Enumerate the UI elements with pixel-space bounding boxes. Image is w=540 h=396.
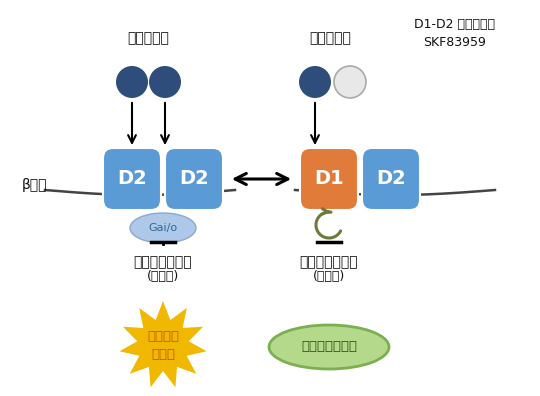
FancyBboxPatch shape — [362, 148, 420, 210]
Ellipse shape — [269, 325, 389, 369]
Polygon shape — [119, 301, 207, 387]
Text: 機能不全: 機能不全 — [147, 331, 179, 343]
Text: 細胞死: 細胞死 — [151, 348, 175, 360]
Text: SKF83959: SKF83959 — [423, 36, 487, 48]
FancyBboxPatch shape — [300, 148, 358, 210]
Text: D1-D2 アゴニスト: D1-D2 アゴニスト — [415, 19, 496, 32]
FancyBboxPatch shape — [165, 148, 223, 210]
Ellipse shape — [116, 66, 148, 98]
Text: ドーパミン: ドーパミン — [309, 31, 351, 45]
Ellipse shape — [299, 66, 331, 98]
FancyBboxPatch shape — [103, 148, 161, 210]
Text: インスリン分泌: インスリン分泌 — [134, 255, 192, 269]
Text: ドーパミン: ドーパミン — [127, 31, 169, 45]
Text: D2: D2 — [117, 169, 147, 188]
Text: (一時的): (一時的) — [313, 270, 345, 284]
Ellipse shape — [149, 66, 181, 98]
Text: D2: D2 — [376, 169, 406, 188]
Text: β細胞: β細胞 — [22, 178, 48, 192]
Ellipse shape — [334, 66, 366, 98]
Text: 適切なブレーキ: 適切なブレーキ — [301, 341, 357, 354]
Text: (持続的): (持続的) — [147, 270, 179, 284]
Text: D2: D2 — [179, 169, 209, 188]
Text: D1: D1 — [314, 169, 344, 188]
Ellipse shape — [130, 213, 196, 243]
Text: Gai/o: Gai/o — [148, 223, 178, 233]
Text: インスリン分泌: インスリン分泌 — [300, 255, 359, 269]
